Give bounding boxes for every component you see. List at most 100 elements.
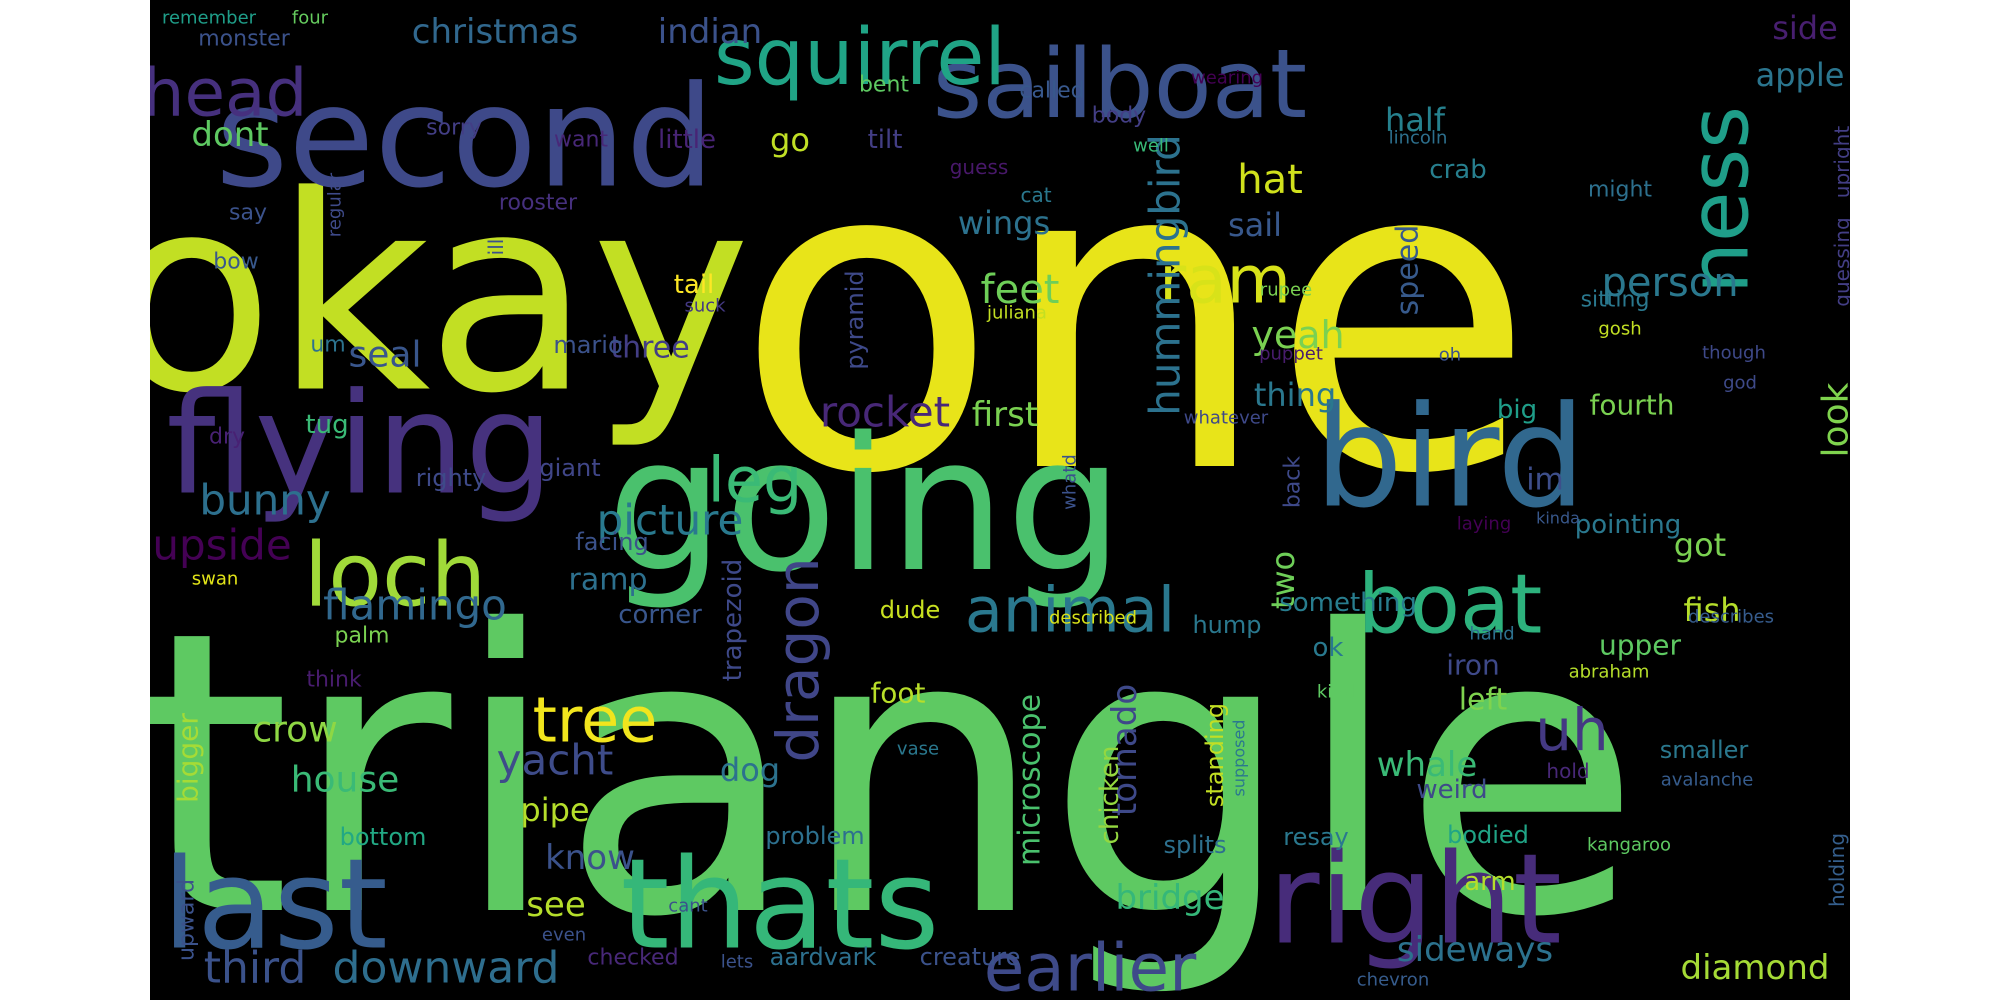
word-abraham: abraham (1569, 662, 1650, 683)
word-diamond: diamond (1681, 948, 1830, 988)
word-right: right (1268, 828, 1562, 973)
word-lincoln: lincoln (1389, 128, 1448, 149)
word-swan: swan (192, 569, 239, 590)
word-upward: upward (175, 879, 200, 961)
word-house: house (291, 760, 400, 801)
word-palm: palm (335, 624, 390, 649)
word-thats: thats (621, 833, 940, 978)
word-puppet: puppet (1259, 344, 1323, 365)
word-two: two (1264, 551, 1302, 609)
word-upside: upside (152, 521, 291, 570)
word-righty: righty (416, 464, 487, 492)
word-dry: dry (209, 425, 245, 450)
word-hold: hold (1546, 759, 1589, 783)
word-ill: ill (484, 239, 508, 256)
word-bent: bent (859, 73, 909, 98)
word-three: three (610, 331, 689, 366)
word-bottom: bottom (340, 823, 427, 851)
word-see: see (526, 885, 586, 925)
word-last: last (162, 833, 387, 978)
word-dog: dog (720, 751, 780, 789)
word-kangaroo: kangaroo (1587, 835, 1671, 856)
word-upright: upright (1830, 126, 1850, 199)
word-juliana: juliana (986, 303, 1047, 324)
word-ness: ness (1673, 106, 1768, 294)
word-tornado: tornado (1105, 684, 1145, 816)
word-trapezoid: trapezoid (718, 559, 748, 682)
word-cloud-panel: one triangle okay going second flying bird that… (150, 0, 1850, 1000)
word-fish: fish (1683, 591, 1740, 629)
word-hand: hand (1469, 624, 1514, 645)
word-tail: tail (674, 270, 715, 300)
word-bird: bird (1314, 377, 1586, 540)
word-vase: vase (897, 739, 939, 760)
word-want: want (554, 128, 608, 153)
word-problem: problem (765, 822, 864, 850)
word-four: four (292, 8, 329, 29)
word-ram: ram (1159, 242, 1291, 319)
word-arm: arm (1464, 867, 1516, 897)
word-okay: okay (150, 138, 751, 453)
word-regular: regular (325, 172, 346, 237)
word-leg: leg (708, 444, 803, 517)
word-aardvark: aardvark (770, 943, 877, 971)
word-cat: cat (1020, 183, 1051, 207)
word-say: say (229, 201, 267, 226)
word-tug: tug (305, 410, 348, 440)
word-smaller: smaller (1660, 736, 1749, 764)
word-flamingo: flamingo (323, 581, 507, 630)
word-hat: hat (1237, 157, 1303, 203)
word-though: though (1702, 343, 1766, 364)
word-indian: indian (658, 12, 762, 52)
word-tilt: tilt (868, 125, 903, 155)
word-creature: creature (920, 943, 1021, 971)
word-second: second (215, 57, 714, 220)
word-guess: guess (950, 155, 1009, 179)
word-head: head (150, 55, 307, 132)
word-guessing: guessing (1830, 217, 1850, 306)
word-described: described (1049, 608, 1137, 629)
word-going: going (607, 397, 1124, 613)
word-yeah: yeah (1251, 313, 1344, 357)
word-sideways: sideways (1397, 930, 1553, 970)
word-picture: picture (597, 496, 744, 545)
word-downward: downward (333, 943, 560, 994)
word-ok: ok (1313, 633, 1344, 663)
word-hummingbird: hummingbird (1141, 134, 1190, 416)
word-dont: dont (191, 115, 268, 155)
word-pipe: pipe (520, 791, 589, 829)
word-describes: describes (1688, 607, 1774, 628)
word-cant: cant (668, 896, 707, 917)
word-squirrel: squirrel (714, 13, 1006, 103)
word-sorry: sorry (426, 116, 482, 141)
word-wearing: wearing (1191, 68, 1263, 89)
word-speed: speed (1391, 225, 1426, 316)
word-person: person (1601, 260, 1738, 306)
word-bridge: bridge (1115, 878, 1224, 918)
word-crab: crab (1429, 155, 1486, 185)
word-iron: iron (1446, 649, 1500, 682)
word-giant: giant (539, 454, 600, 482)
word-lets: lets (721, 952, 754, 973)
word-yacht: yacht (497, 736, 614, 785)
word-resay: resay (1283, 823, 1349, 851)
word-laying: laying (1457, 514, 1512, 535)
word-even: even (542, 925, 586, 946)
word-remember: remember (162, 8, 257, 29)
word-microscope: microscope (1013, 694, 1048, 866)
word-look: look (1816, 382, 1851, 457)
word-checked: checked (587, 946, 678, 971)
word-foot: foot (870, 677, 925, 710)
word-big: big (1497, 395, 1537, 425)
word-earlier: earlier (984, 930, 1197, 1000)
word-well: well (1133, 136, 1169, 157)
word-third: third (204, 943, 307, 994)
word-supposed: supposed (1230, 720, 1249, 797)
word-side: side (1772, 9, 1838, 47)
word-monster: monster (198, 27, 290, 52)
word-holding: holding (1825, 833, 1849, 907)
word-one: one (735, 68, 1535, 568)
